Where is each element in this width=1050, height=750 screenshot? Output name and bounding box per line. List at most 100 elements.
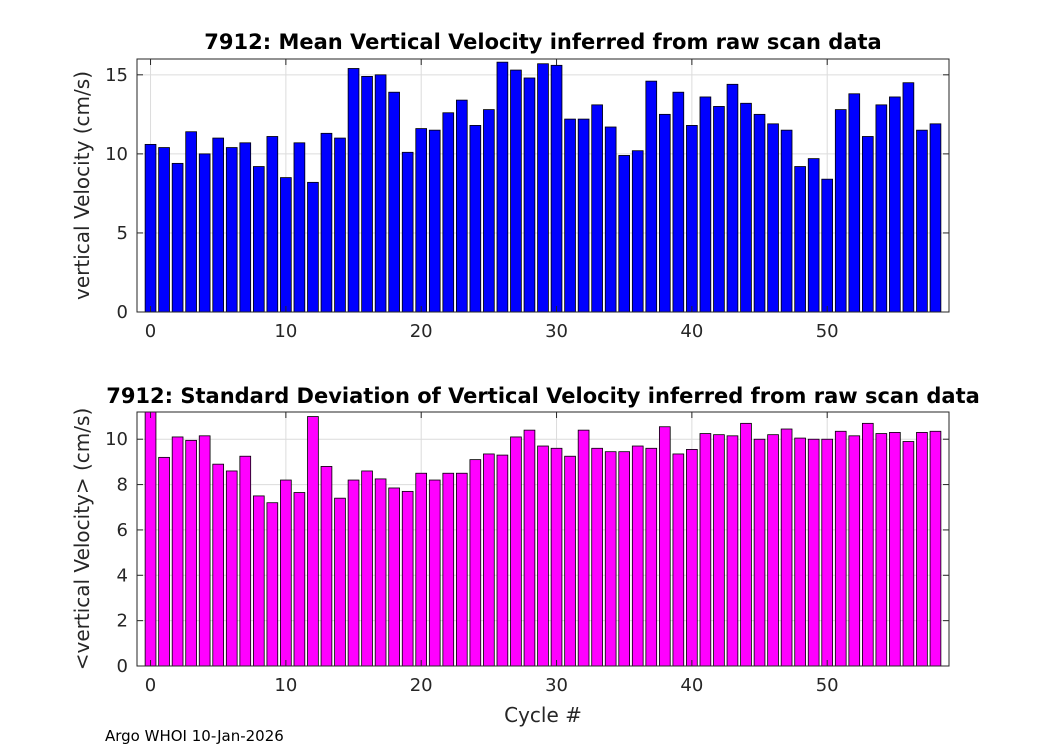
bar-cycle-50	[821, 438, 834, 667]
bar-cycle-19	[401, 490, 414, 667]
bar-cycle-15	[347, 479, 360, 667]
bar-cycle-37	[645, 80, 658, 313]
bar-cycle-35	[618, 451, 631, 667]
x-tick-label: 50	[816, 675, 839, 696]
bar-cycle-47	[780, 428, 793, 667]
bar-cycle-39	[672, 453, 685, 667]
std-velocity-xlabel: Cycle #	[504, 703, 582, 727]
bar-cycle-43	[726, 83, 739, 313]
bar-cycle-12	[307, 181, 319, 313]
bar-cycle-57	[916, 432, 928, 667]
bar-cycle-6	[225, 470, 238, 667]
bar-cycle-58	[929, 430, 942, 667]
bar-cycle-18	[388, 487, 400, 667]
mean-velocity-ticks: 0 10 20 30 40 50 0 5 10 15	[105, 59, 949, 342]
mean-velocity-axes-box	[136, 58, 950, 313]
footer-credit: Argo WHOI 10-Jan-2026	[105, 727, 284, 745]
bar-cycle-51	[834, 109, 847, 313]
std-velocity-chart: 0 10 20 30 40 50 0 2 4 6 8 10 7912: Standard Deviat…	[70, 384, 980, 727]
bar-cycle-45	[753, 113, 766, 313]
bar-cycle-38	[658, 426, 671, 667]
bar-cycle-26	[496, 61, 509, 313]
bar-cycle-33	[591, 104, 603, 313]
bar-cycle-44	[740, 422, 752, 667]
bar-cycle-50	[821, 178, 834, 313]
bar-cycle-4	[198, 153, 211, 313]
bar-cycle-45	[753, 438, 766, 667]
bar-cycle-38	[658, 113, 671, 313]
bar-cycle-13	[320, 132, 333, 313]
bar-cycle-11	[293, 142, 306, 313]
bar-cycle-4	[198, 435, 211, 667]
bar-cycle-39	[672, 91, 685, 313]
mean-velocity-chart: 0 10 20 30 40 50 0 5 10 15 7912: Mean Vertical Ve…	[70, 30, 950, 342]
bar-cycle-22	[442, 472, 455, 667]
bar-cycle-51	[834, 430, 847, 667]
bar-cycle-29	[537, 445, 549, 667]
bar-cycle-5	[212, 463, 225, 667]
bar-cycle-8	[252, 166, 265, 313]
x-tick-label: 0	[145, 321, 156, 342]
bar-cycle-7	[239, 455, 252, 667]
y-tick-label: 6	[117, 520, 128, 541]
y-tick-label: 0	[117, 656, 128, 677]
bar-cycle-20	[415, 128, 428, 313]
bar-cycle-55	[889, 96, 901, 313]
bar-cycle-3	[185, 439, 197, 667]
bar-cycle-42	[713, 434, 725, 667]
bar-cycle-1	[158, 147, 170, 313]
bar-cycle-32	[577, 429, 590, 667]
bar-cycle-7	[239, 142, 252, 313]
bar-cycle-0	[144, 143, 157, 313]
bar-cycle-55	[889, 432, 901, 667]
bar-cycle-5	[212, 137, 225, 313]
bar-cycle-9	[266, 136, 279, 313]
std-velocity-axes-box	[136, 411, 950, 667]
bar-cycle-19	[401, 151, 414, 313]
bar-cycle-52	[848, 435, 861, 667]
bar-cycle-29	[537, 63, 549, 313]
y-tick-label: 15	[105, 65, 128, 86]
bar-cycle-20	[415, 472, 428, 667]
x-tick-label: 40	[680, 321, 703, 342]
bar-cycle-31	[564, 455, 576, 667]
bar-cycle-17	[374, 74, 387, 313]
x-tick-label: 20	[410, 321, 433, 342]
mean-velocity-title: 7912: Mean Vertical Velocity inferred fr…	[204, 30, 881, 54]
bar-cycle-33	[591, 447, 603, 667]
bar-cycle-46	[767, 434, 779, 667]
bar-cycle-25	[483, 453, 495, 667]
bar-cycle-54	[875, 104, 888, 313]
x-tick-label: 30	[545, 675, 568, 696]
y-tick-label: 10	[105, 144, 128, 165]
y-tick-label: 5	[117, 223, 128, 244]
bar-cycle-44	[740, 102, 752, 313]
bar-cycle-49	[807, 438, 820, 667]
bar-cycle-30	[550, 64, 563, 313]
y-tick-label: 2	[117, 611, 128, 632]
bar-cycle-23	[455, 99, 468, 313]
bar-cycle-46	[767, 123, 779, 313]
x-tick-label: 0	[145, 675, 156, 696]
bar-cycle-17	[374, 478, 387, 667]
bar-cycle-49	[807, 158, 820, 313]
bar-cycle-52	[848, 93, 861, 313]
bar-cycle-27	[510, 436, 522, 667]
bar-cycle-16	[361, 470, 373, 667]
bar-cycle-2	[171, 436, 184, 667]
bar-cycle-34	[604, 126, 617, 313]
x-tick-label: 40	[680, 675, 703, 696]
mean-velocity-ylabel: vertical Velocity (cm/s)	[70, 71, 94, 300]
bar-cycle-28	[523, 77, 536, 313]
bar-cycle-28	[523, 429, 536, 667]
bar-cycle-41	[699, 433, 712, 667]
bar-cycle-22	[442, 112, 455, 313]
bar-cycle-36	[631, 150, 644, 313]
x-tick-label: 20	[410, 675, 433, 696]
x-tick-label: 10	[274, 321, 297, 342]
bar-cycle-35	[618, 155, 631, 313]
bar-cycle-12	[307, 416, 319, 667]
bar-cycle-43	[726, 435, 739, 667]
bar-cycle-31	[564, 118, 576, 313]
bar-cycle-40	[686, 449, 698, 667]
